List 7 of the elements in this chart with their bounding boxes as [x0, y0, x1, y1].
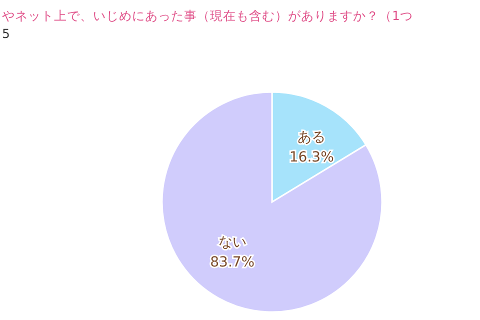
slice-label: ない — [218, 234, 246, 251]
pie-slice — [161, 91, 383, 313]
data-label: 16.3% — [289, 149, 334, 166]
slice-label: ある — [298, 129, 326, 146]
data-label: 83.7% — [210, 254, 255, 271]
text: 5 — [2, 26, 10, 41]
chart-title: やネット上で、いじめにあった事（現在も含む）がありますか？（1つ — [2, 8, 413, 23]
